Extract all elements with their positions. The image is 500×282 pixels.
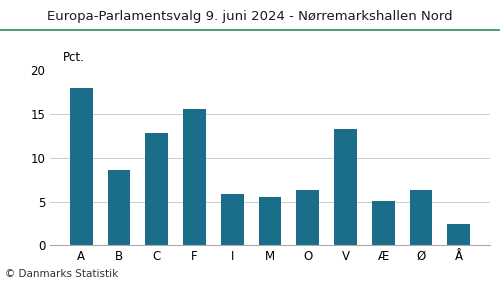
Bar xyxy=(146,133,168,245)
Bar xyxy=(221,194,244,245)
Text: Europa-Parlamentsvalg 9. juni 2024 - Nørremarkshallen Nord: Europa-Parlamentsvalg 9. juni 2024 - Nør… xyxy=(47,10,453,23)
Bar xyxy=(108,170,130,245)
Bar xyxy=(334,129,357,245)
Bar xyxy=(372,201,394,245)
Bar xyxy=(183,109,206,245)
Bar xyxy=(258,197,281,245)
Text: © Danmarks Statistik: © Danmarks Statistik xyxy=(5,269,118,279)
Text: Pct.: Pct. xyxy=(62,50,84,63)
Bar xyxy=(410,190,432,245)
Bar xyxy=(448,224,470,245)
Bar xyxy=(70,88,92,245)
Bar xyxy=(296,190,319,245)
